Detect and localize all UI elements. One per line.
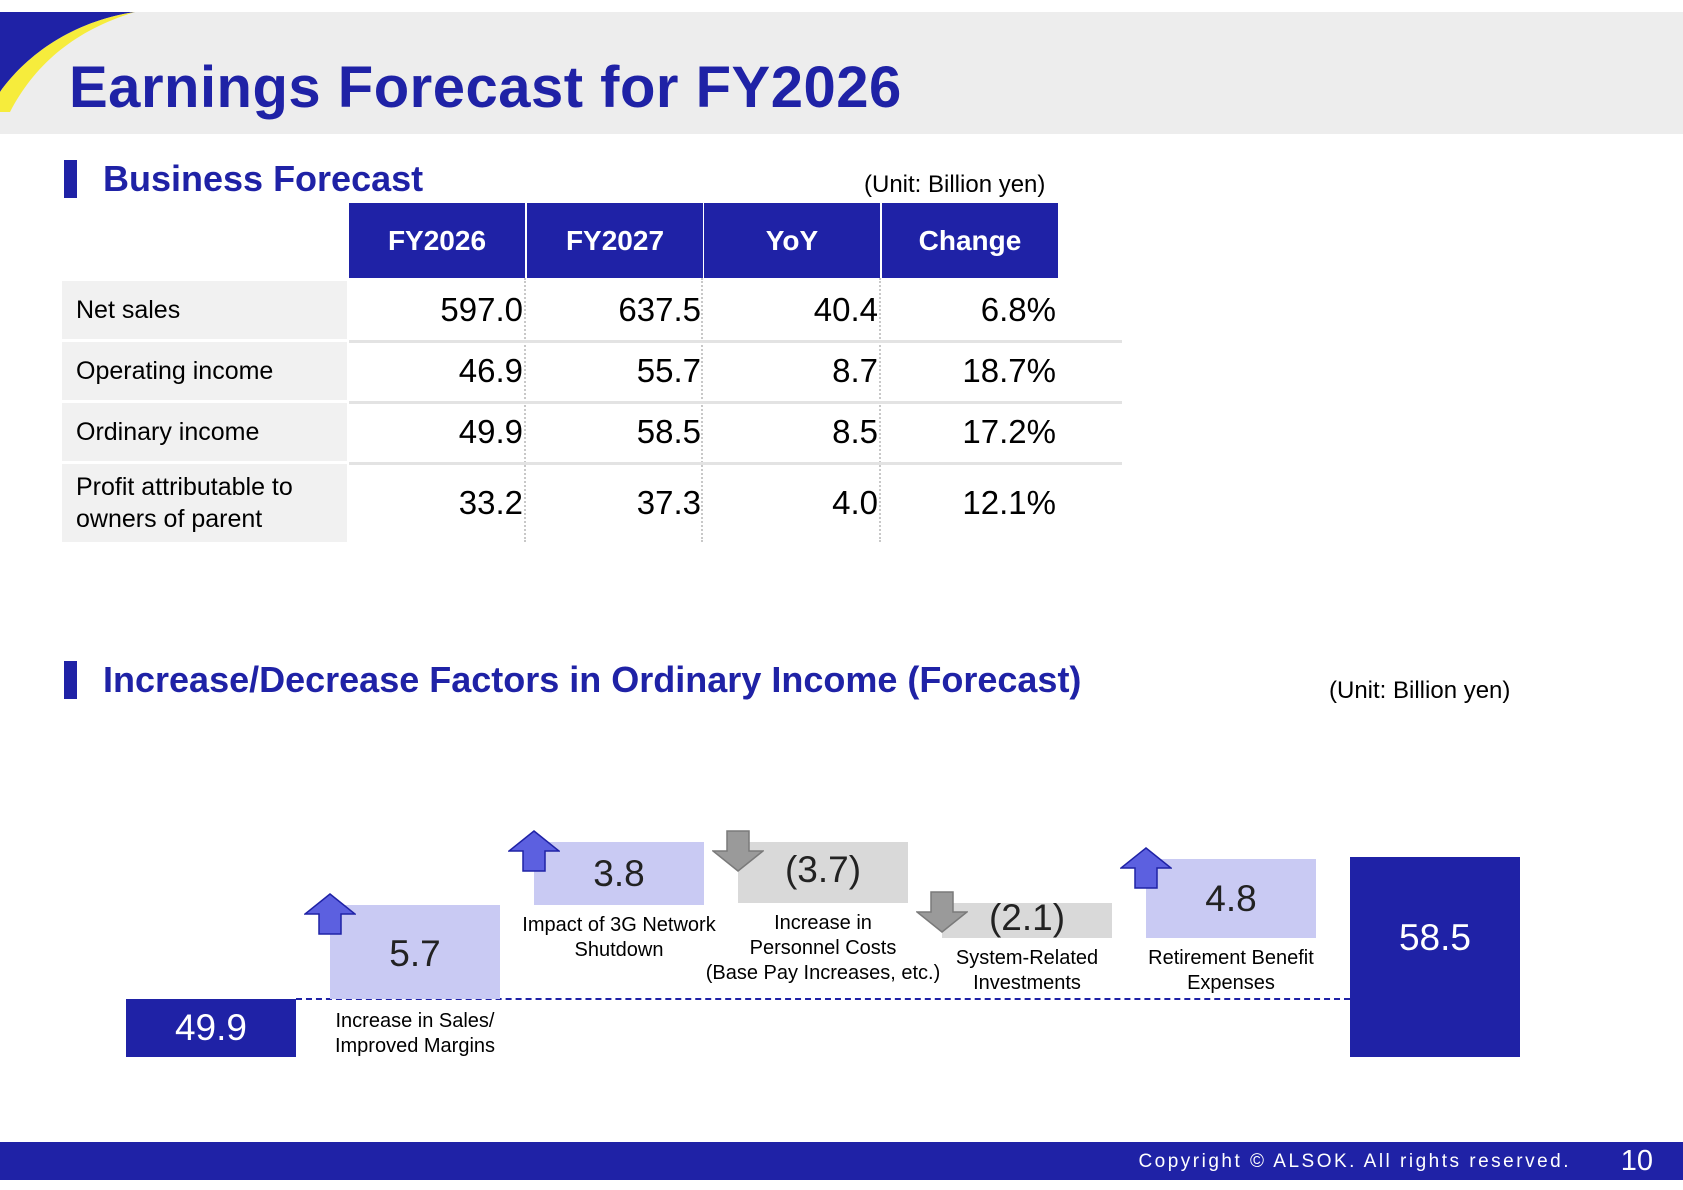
waterfall-category-label: System-Related Investments [955,946,1099,994]
waterfall-baseline [296,998,1350,1000]
table-row-label: Net sales [62,281,347,339]
table-cell: 33.2 [458,484,523,521]
table-row-divider [349,462,1122,465]
table-cell: 18.7% [962,352,1056,389]
waterfall-end-bar [1350,857,1520,1057]
header-band: Earnings Forecast for FY2026 [0,12,1683,134]
unit-note-table: (Unit: Billion yen) [864,171,1046,198]
footer-band: Copyright © ALSOK. All rights reserved. … [0,1142,1683,1180]
waterfall-step-bar [738,842,908,904]
waterfall-step-value: 5.7 [389,932,441,974]
waterfall-step-bar [330,904,500,999]
table-cell: 58.5 [636,413,701,450]
table-column-divider [524,278,526,542]
waterfall-step-value: (3.7) [784,848,862,890]
table-cell: 46.9 [458,352,523,389]
table-cell: 6.8% [980,291,1056,328]
table-cell: 637.5 [618,291,701,328]
waterfall-step-bar [534,842,704,905]
waterfall-category-label: Retirement Benefit Expenses [1148,946,1314,994]
increase-arrow-icon [304,892,356,935]
section-marker-business [64,160,77,198]
table-column-divider [879,278,881,542]
decrease-arrow-icon [712,830,764,873]
table-header-fy2027: FY2027 [527,203,703,278]
table-cell: 55.7 [636,352,701,389]
waterfall-category-label: Increase in Sales/ Improved Margins [334,1010,496,1057]
waterfall-category-label: Increase in Personnel Costs (Base Pay In… [705,912,941,985]
waterfall-step-bar [942,903,1112,938]
table-cell: 8.7 [832,352,878,389]
waterfall-step-value: 4.8 [1205,878,1257,920]
table-header-yoy: YoY [704,203,880,278]
unit-note-chart: (Unit: Billion yen) [1329,677,1511,704]
table-cell: 12.1% [962,484,1056,521]
section-title-business-forecast: Business Forecast [103,158,424,199]
table-header-change: Change [882,203,1058,278]
page-title: Earnings Forecast for FY2026 [69,55,902,120]
waterfall-end-value: 58.5 [1398,917,1471,959]
page-number: 10 [1620,1145,1653,1177]
table-header-fy2026: FY2026 [349,203,525,278]
waterfall-category-label: Impact of 3G Network Shutdown [522,913,716,961]
table-row-divider [349,401,1122,404]
waterfall-step-value: (2.1) [988,896,1066,938]
table-cell: 597.0 [440,291,523,328]
section-marker-factors [64,661,77,699]
waterfall-step-bar [1146,858,1316,938]
increase-arrow-icon [508,830,560,872]
table-row-label: Operating income [62,342,347,400]
table-column-divider [701,278,703,542]
table-cell: 49.9 [458,413,523,450]
decrease-arrow-icon [916,891,968,934]
table-cell: 4.0 [832,484,878,521]
table-row-label: Ordinary income [62,403,347,461]
table-cell: 17.2% [962,413,1056,450]
table-cell: 37.3 [636,484,701,521]
table-cell: 40.4 [813,291,878,328]
header-swoosh-logo [0,12,135,112]
waterfall-step-value: 3.8 [593,852,645,894]
table-row-label: Profit attributable to owners of parent [62,464,347,542]
copyright-text: Copyright © ALSOK. All rights reserved. [1138,1151,1571,1172]
waterfall-start-bar [126,999,296,1057]
table-cell: 8.5 [832,413,878,450]
section-title-factors: Increase/Decrease Factors in Ordinary In… [103,659,1082,700]
increase-arrow-icon [1120,846,1172,889]
table-row-divider [349,340,1122,343]
waterfall-start-value: 49.9 [174,1007,247,1048]
